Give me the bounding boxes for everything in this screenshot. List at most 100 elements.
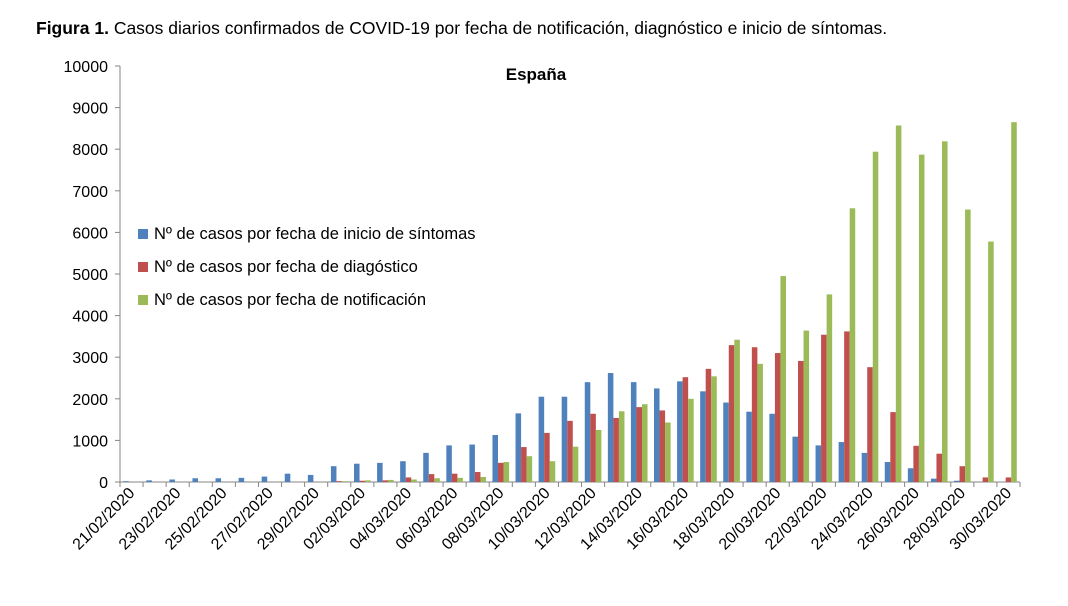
bar-series-3 — [503, 462, 510, 482]
bar-series-3 — [757, 363, 763, 482]
bar-series-1 — [607, 373, 614, 482]
bar-series-2 — [774, 353, 781, 482]
bar-series-3 — [711, 376, 717, 482]
bar-series-1 — [169, 479, 175, 482]
bar-series-3 — [942, 141, 948, 483]
bar-series-2 — [705, 368, 712, 482]
bar-series-3 — [572, 446, 579, 482]
bar-series-3 — [595, 430, 602, 482]
y-tick-label: 1000 — [72, 433, 108, 450]
y-tick-label: 7000 — [72, 184, 108, 201]
bar-series-3 — [780, 276, 786, 482]
legend-label-1: Nº de casos por fecha de inicio de sínto… — [154, 225, 476, 243]
bar-series-1 — [700, 391, 706, 482]
bar-series-2 — [405, 477, 412, 482]
bar-series-2 — [567, 420, 573, 482]
bar-series-2 — [982, 477, 989, 482]
bar-series-1 — [792, 436, 798, 482]
bar-series-3 — [965, 209, 971, 482]
y-tick-label: 3000 — [72, 350, 108, 367]
bar-series-3 — [665, 422, 671, 482]
y-tick-label: 9000 — [72, 101, 108, 118]
bar-series-1 — [584, 382, 591, 482]
legend-swatch-2 — [138, 262, 148, 272]
bar-series-2 — [521, 447, 527, 482]
bars — [123, 122, 1017, 483]
bar-series-2 — [844, 331, 850, 482]
y-tick-label: 5000 — [72, 267, 108, 284]
bar-series-3 — [1011, 122, 1017, 482]
y-tick-label: 2000 — [72, 392, 108, 409]
y-tick-label: 6000 — [72, 225, 108, 242]
bar-series-1 — [284, 473, 291, 482]
bar-series-1 — [515, 413, 522, 482]
bar-series-3 — [849, 208, 856, 482]
bar-series-2 — [613, 417, 619, 482]
bar-series-3 — [895, 125, 902, 483]
bar-series-1 — [769, 413, 775, 482]
bar-series-2 — [428, 474, 435, 482]
bar-series-2 — [959, 466, 966, 482]
bar-series-2 — [1005, 477, 1012, 482]
bar-series-1 — [815, 445, 822, 482]
legend-swatch-3 — [138, 295, 148, 305]
bar-series-3 — [688, 398, 694, 482]
y-tick-label: 8000 — [72, 142, 108, 159]
legend-label-2: Nº de casos por fecha de diagóstico — [154, 258, 418, 276]
bar-series-1 — [930, 478, 937, 482]
bar-series-3 — [988, 241, 994, 482]
bar-series-1 — [330, 466, 337, 482]
figure-caption-text: Casos diarios confirmados de COVID-19 po… — [113, 18, 888, 38]
bar-series-1 — [446, 445, 452, 482]
bar-series-1 — [123, 481, 129, 482]
bar-series-3 — [872, 151, 879, 482]
bar-series-1 — [307, 474, 314, 482]
bar-series-1 — [469, 444, 475, 482]
chart-title: España — [506, 65, 567, 84]
bar-series-1 — [630, 382, 637, 482]
bar-series-2 — [798, 360, 804, 482]
bar-series-1 — [677, 381, 683, 482]
bar-series-1 — [238, 477, 245, 482]
bar-series-3 — [434, 478, 440, 482]
bar-series-3 — [411, 479, 417, 482]
bar-series-3 — [526, 456, 533, 482]
bar-series-3 — [618, 411, 625, 482]
bar-series-3 — [388, 479, 394, 482]
bar-series-1 — [723, 402, 729, 482]
legend: Nº de casos por fecha de inicio de sínto… — [138, 225, 476, 309]
bar-series-3 — [342, 481, 348, 482]
bar-series-2 — [336, 481, 342, 482]
bar-series-1 — [538, 396, 545, 482]
bar-series-3 — [549, 461, 556, 482]
bar-series-1 — [400, 461, 406, 482]
bar-series-2 — [359, 480, 366, 482]
legend-swatch-1 — [138, 229, 148, 239]
bar-series-1 — [884, 462, 891, 482]
bar-series-1 — [838, 442, 845, 482]
bar-series-2 — [382, 480, 389, 482]
bar-series-2 — [451, 473, 458, 482]
bar-series-3 — [826, 294, 833, 482]
bar-series-3 — [365, 480, 371, 482]
bar-series-3 — [918, 154, 925, 483]
bar-series-2 — [682, 377, 689, 482]
legend-label-3: Nº de casos por fecha de notificación — [154, 291, 426, 309]
bar-series-2 — [913, 445, 919, 482]
bar-series-2 — [728, 345, 735, 482]
bar-series-2 — [544, 432, 550, 482]
bar-series-3 — [734, 339, 740, 482]
bar-series-2 — [890, 412, 896, 482]
bar-series-2 — [474, 472, 481, 482]
bar-series-2 — [590, 413, 596, 482]
figure-label: Figura 1. — [36, 18, 109, 38]
y-tick-label: 10000 — [64, 59, 109, 76]
figure-caption: Figura 1. Casos diarios confirmados de C… — [36, 18, 887, 39]
bar-series-1 — [146, 480, 152, 482]
bar-series-1 — [954, 480, 960, 482]
bar-series-1 — [746, 411, 752, 482]
bar-series-1 — [354, 463, 360, 482]
bar-series-1 — [423, 452, 429, 482]
bar-series-2 — [751, 347, 758, 482]
